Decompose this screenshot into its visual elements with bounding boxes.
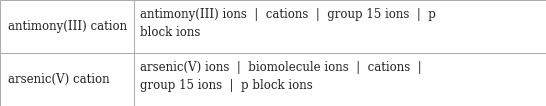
Text: arsenic(V) cation: arsenic(V) cation <box>8 73 110 86</box>
Text: antimony(III) ions  |  cations  |  group 15 ions  |  p
block ions: antimony(III) ions | cations | group 15 … <box>140 8 436 39</box>
Text: arsenic(V) ions  |  biomolecule ions  |  cations  |
group 15 ions  |  p block io: arsenic(V) ions | biomolecule ions | cat… <box>140 61 422 92</box>
Text: antimony(III) cation: antimony(III) cation <box>8 20 127 33</box>
